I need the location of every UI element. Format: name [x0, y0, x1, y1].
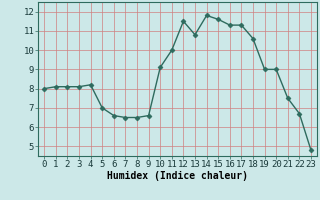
X-axis label: Humidex (Indice chaleur): Humidex (Indice chaleur)	[107, 171, 248, 181]
